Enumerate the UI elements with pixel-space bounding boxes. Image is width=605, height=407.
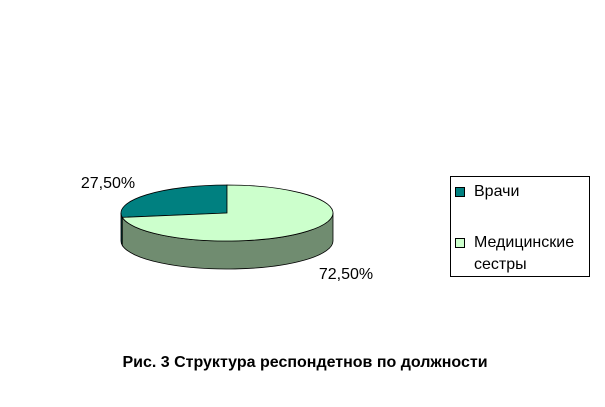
legend-label: Врачи [474, 183, 520, 200]
data-label: 27,50% [81, 175, 135, 192]
data-label: 72,50% [319, 266, 373, 283]
legend-swatch [455, 238, 465, 248]
chart-title: Рис. 3 Структура респондетнов по должнос… [122, 354, 487, 371]
legend-swatch [455, 187, 465, 197]
slice [121, 184, 334, 242]
legend-label: Медицинские сестры [474, 234, 575, 273]
legend: Врачи Медицинские сестры [450, 176, 590, 277]
slice [120, 184, 228, 218]
